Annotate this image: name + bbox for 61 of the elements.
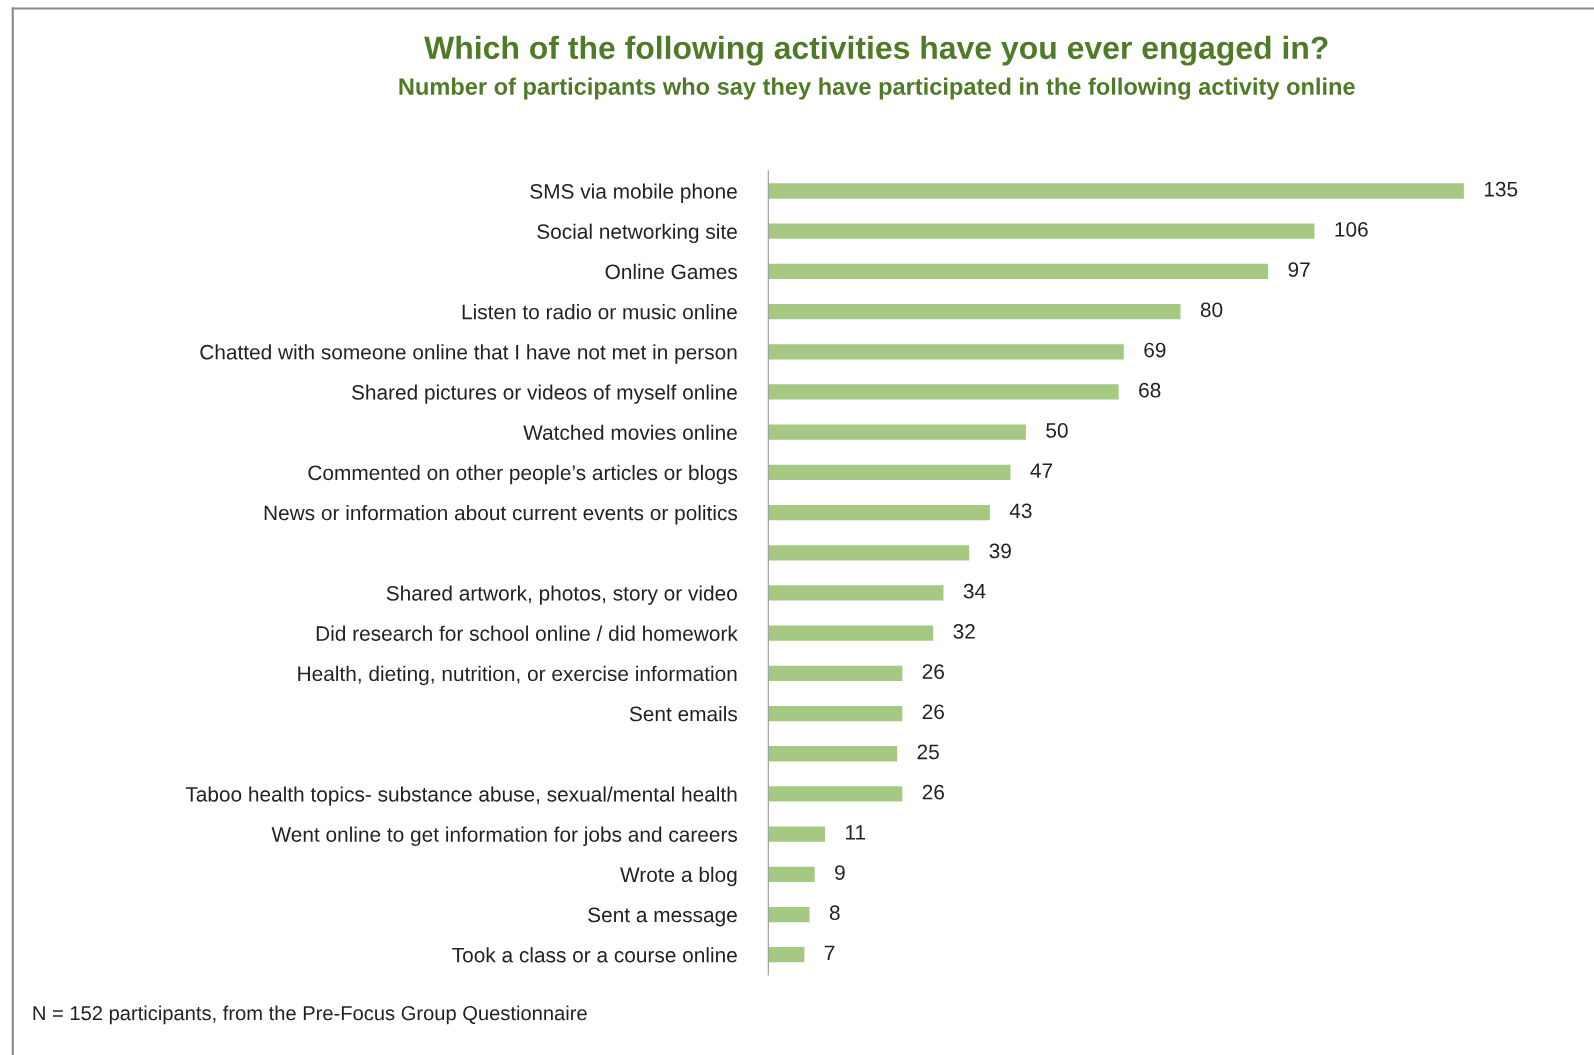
bar <box>768 786 903 802</box>
y-tick-label: Shared artwork, photos, story or video <box>386 585 737 605</box>
data-label: 26 <box>922 664 944 679</box>
bar <box>768 665 903 681</box>
data-label: 25 <box>917 744 939 760</box>
bar <box>768 746 898 762</box>
data-label: 80 <box>1200 302 1223 318</box>
data-label: 32 <box>953 624 975 639</box>
bar <box>768 424 1026 440</box>
y-tick-label: Went online to get information for jobs and careers <box>271 826 738 847</box>
y-tick-label: Shared pictures or videos of myself online <box>351 384 737 404</box>
data-label: 47 <box>1030 463 1053 478</box>
y-tick-label: Watched movies online <box>523 424 737 440</box>
y-tick-label: Taboo health topics- substance abuse, sexual/mental health <box>185 786 737 806</box>
data-label: 68 <box>1139 382 1161 398</box>
bar <box>768 344 1124 360</box>
bar <box>768 906 810 923</box>
data-label: 34 <box>963 583 986 599</box>
bar <box>768 545 970 561</box>
data-label: 69 <box>1144 342 1166 358</box>
y-tick-label: Sent emails <box>629 706 738 722</box>
bar <box>768 303 1181 320</box>
chart-subtitle: Number of participants who say they have participated in the following activity online <box>399 77 1355 100</box>
y-tick-label: Did research for school online / did homework <box>316 625 738 641</box>
bar <box>768 183 1464 199</box>
data-label: 50 <box>1046 423 1068 438</box>
data-label: 26 <box>922 704 944 720</box>
data-label: 97 <box>1288 262 1310 277</box>
data-label: 43 <box>1009 503 1032 519</box>
bar <box>768 504 990 521</box>
data-label: 11 <box>846 825 866 840</box>
data-label: 39 <box>989 543 1011 559</box>
y-tick-label: Took a class or a course online <box>452 947 737 963</box>
bar <box>768 625 934 641</box>
y-tick-label: News or information about current events or politics <box>264 505 738 525</box>
data-label: 135 <box>1484 181 1518 197</box>
bar <box>768 826 825 842</box>
y-tick-label: Online Games <box>605 263 738 280</box>
data-label: 8 <box>829 905 840 921</box>
bar <box>768 223 1315 239</box>
y-tick-label: Social networking site <box>537 223 737 244</box>
bar <box>768 705 903 722</box>
bar <box>768 263 1269 280</box>
y-tick-label: Chatted with someone online that I have not met in person <box>200 344 737 364</box>
y-tick-label: Commented on other people’s articles or blogs <box>308 464 738 485</box>
y-tick-label: Health, dieting, nutrition, or exercise information <box>298 665 737 686</box>
y-tick-label: SMS via mobile phone <box>530 183 737 203</box>
y-tick-label: Sent a message <box>588 907 737 927</box>
data-label: 26 <box>922 784 944 800</box>
chart-title: Which of the following activities have you ever engaged in? <box>424 35 1328 66</box>
data-label: 106 <box>1335 222 1368 237</box>
bar <box>768 384 1119 400</box>
bar <box>768 947 805 963</box>
text: N = 152 participants, from the Pre-Focus Group Questionnaire <box>33 1005 587 1025</box>
bar <box>768 866 815 882</box>
y-tick-label: Listen to radio or music online <box>462 304 737 320</box>
data-label: 7 <box>824 945 835 961</box>
bar <box>768 585 944 601</box>
y-tick-label: Wrote a blog <box>620 866 737 887</box>
bar <box>768 464 1011 481</box>
data-label: 9 <box>835 865 845 880</box>
